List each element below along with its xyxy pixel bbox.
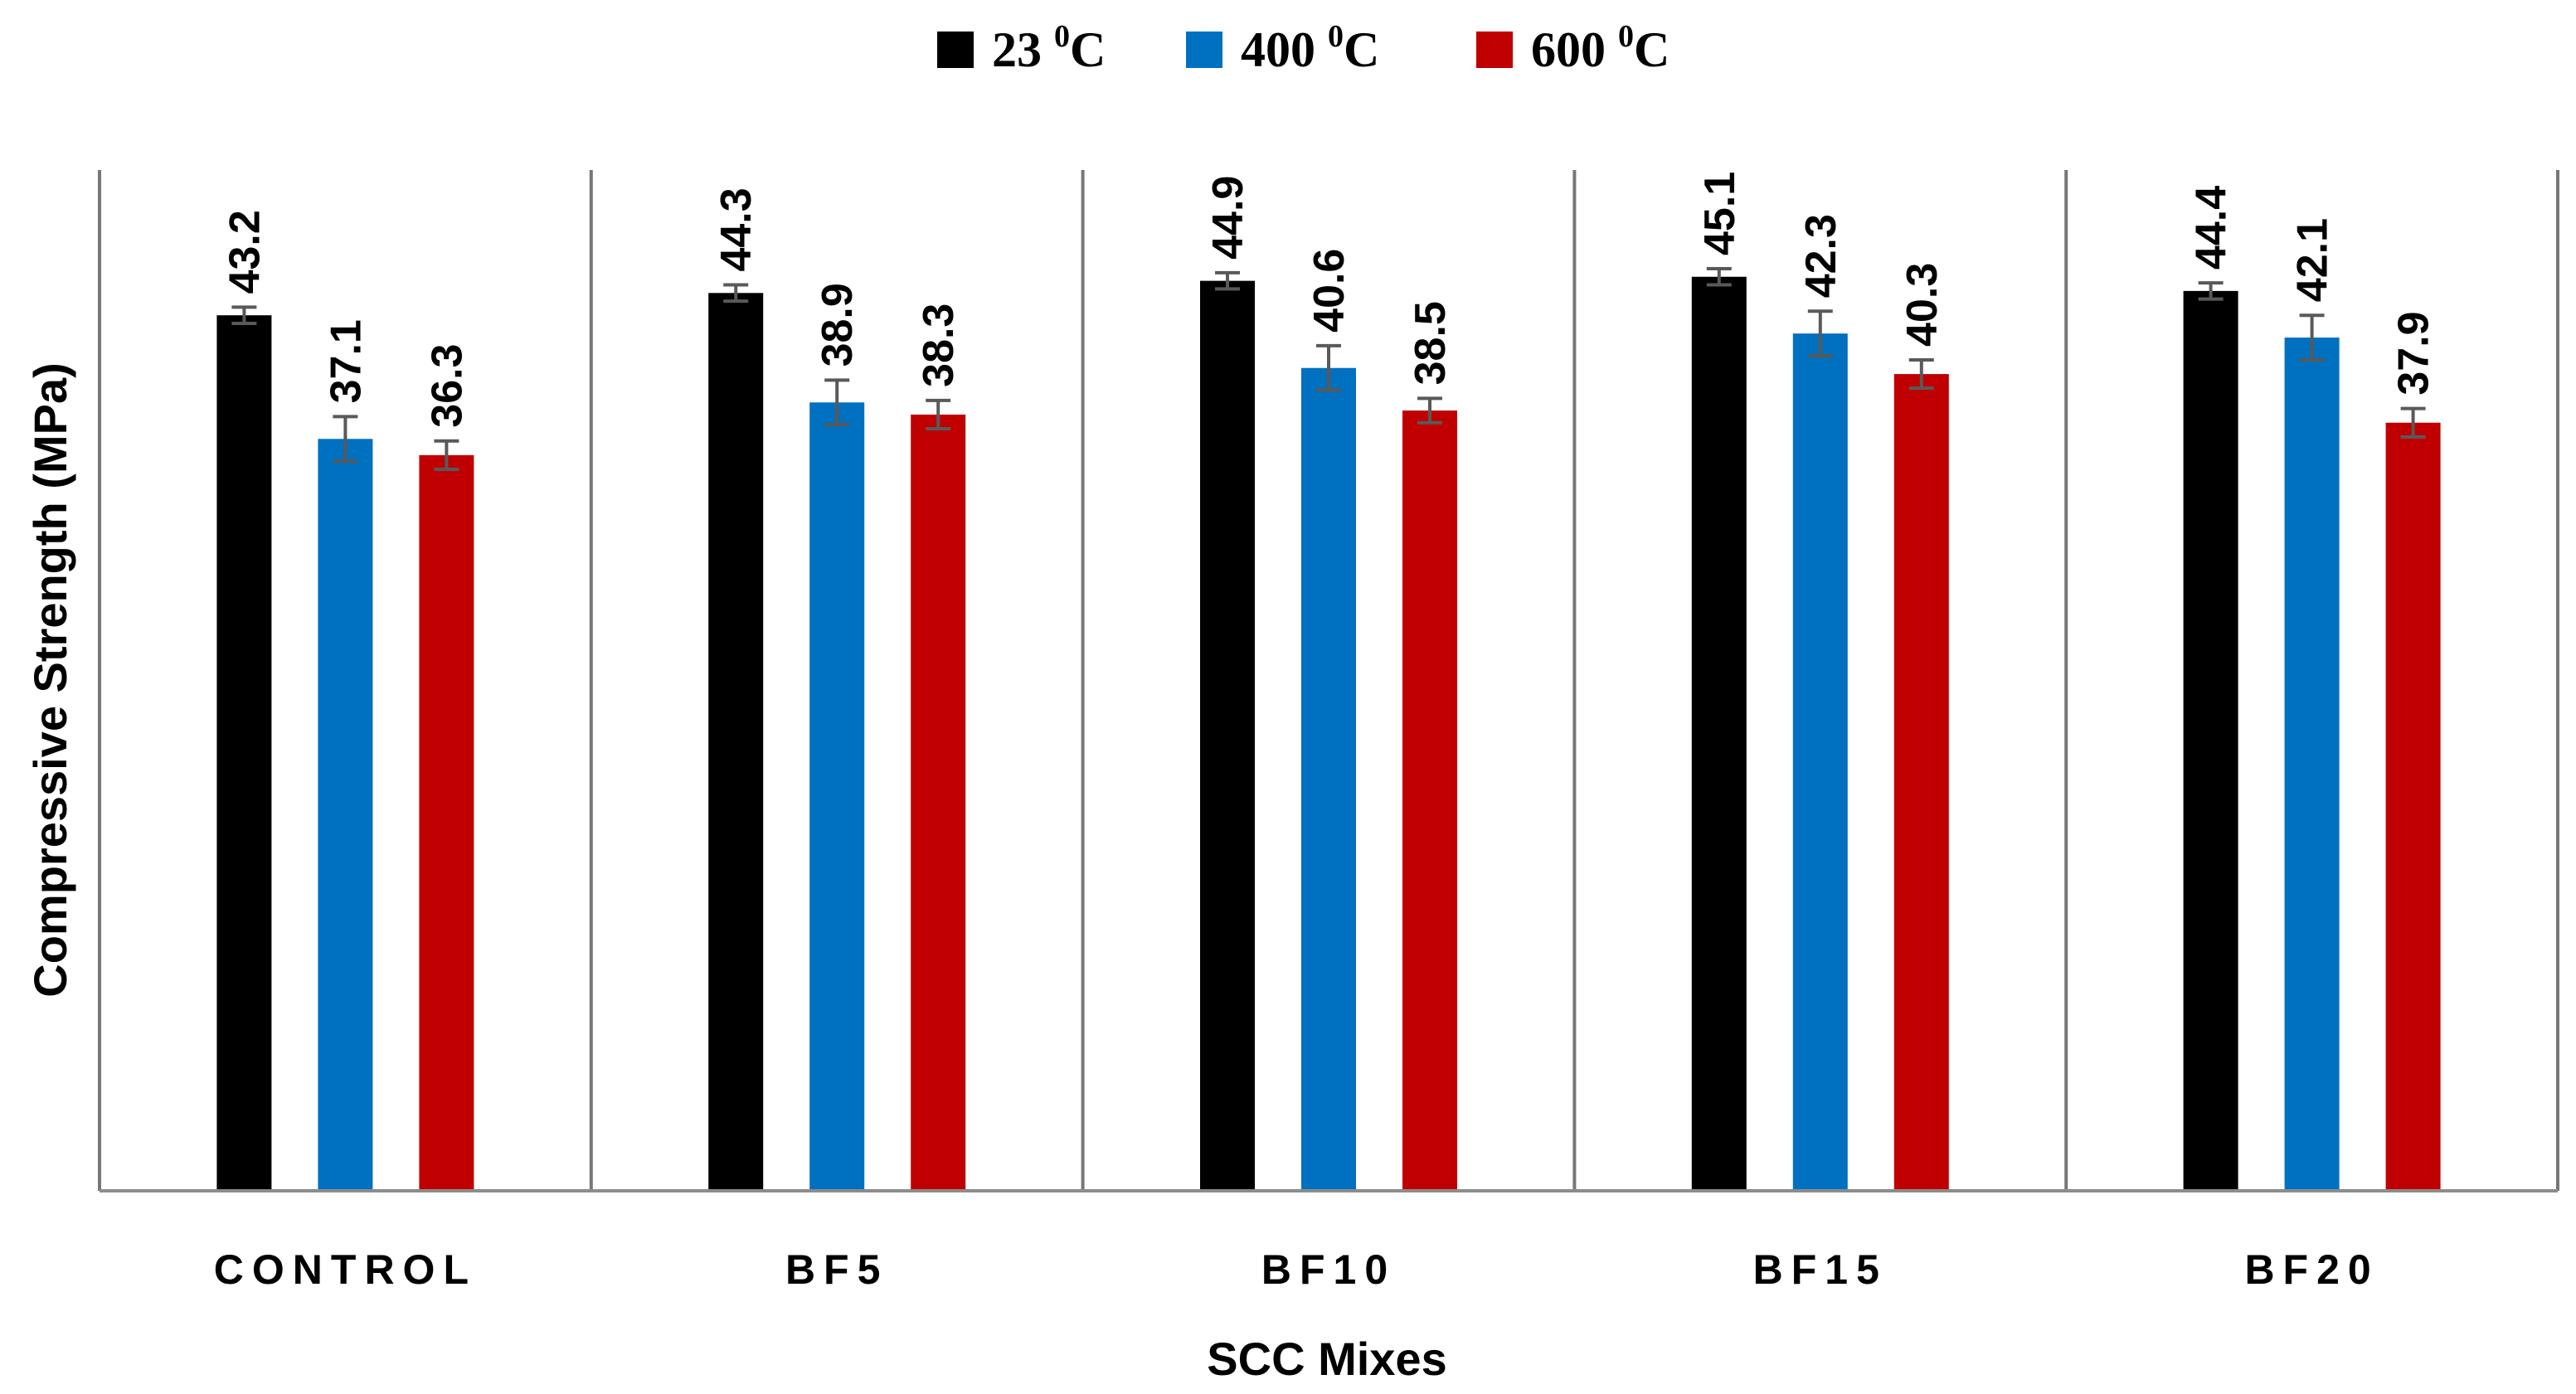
x-axis: CONTROL BF5 BF10 BF15 BF20 <box>100 1189 2558 1293</box>
bar <box>419 454 474 1191</box>
bar <box>911 414 966 1191</box>
data-label: 38.9 <box>814 283 862 367</box>
category-dividers <box>98 170 2559 1191</box>
error-bars <box>231 266 2426 471</box>
error-bar <box>1807 309 1833 358</box>
data-label: 42.1 <box>2289 218 2337 302</box>
error-bar <box>2198 281 2224 301</box>
error-bar <box>2400 406 2426 439</box>
error-bar <box>1706 266 1732 287</box>
legend-item: 400 0C <box>1186 19 1379 77</box>
data-label: 38.3 <box>915 304 963 387</box>
error-bar <box>1316 343 1341 392</box>
bar <box>1200 280 1255 1191</box>
legend-swatch <box>1476 32 1513 68</box>
legend-swatch <box>1186 32 1222 68</box>
x-tick-label: BF15 <box>1753 1246 1888 1293</box>
data-label: 38.5 <box>1407 301 1455 385</box>
data-label: 40.6 <box>1305 249 1354 333</box>
data-label: 45.1 <box>1696 172 1744 255</box>
error-bar <box>1215 270 1240 291</box>
error-bar <box>824 378 850 427</box>
x-tick-label: CONTROL <box>214 1246 477 1293</box>
legend-item: 600 0C <box>1476 19 1670 77</box>
legend-label: 400 0C <box>1241 19 1379 77</box>
bar <box>2183 290 2238 1191</box>
bars <box>216 276 2441 1192</box>
y-axis-title: Compressive Strength (MPa) <box>24 362 76 998</box>
legend-item: 23 0C <box>937 19 1106 77</box>
bar <box>708 293 764 1192</box>
data-label: 43.2 <box>221 210 269 294</box>
legend-label: 600 0C <box>1531 19 1670 77</box>
data-labels: 43.2 44.3 44.9 45.1 44.4 37.1 38.9 40.6 42.3 42.1… <box>221 172 2437 428</box>
data-label: 37.1 <box>322 319 370 403</box>
error-bar <box>926 398 951 431</box>
x-tick-label: BF10 <box>1261 1246 1396 1293</box>
bar <box>318 439 373 1191</box>
bar <box>1893 374 1949 1191</box>
x-tick-label: BF20 <box>2244 1246 2379 1293</box>
legend: 23 0C 400 0C 600 0C <box>937 19 1670 77</box>
x-tick-label: BF5 <box>785 1246 888 1293</box>
error-bar <box>723 283 749 304</box>
bar <box>2284 338 2340 1192</box>
data-label: 42.3 <box>1797 214 1845 298</box>
data-label: 44.4 <box>2188 186 2236 270</box>
bar <box>2385 422 2441 1191</box>
data-label: 44.3 <box>712 187 761 271</box>
error-bar <box>333 415 358 464</box>
x-axis-title: SCC Mixes <box>1207 1333 1446 1385</box>
data-label: 44.9 <box>1204 176 1252 260</box>
bar <box>809 402 865 1191</box>
legend-label: 23 0C <box>992 19 1106 77</box>
legend-swatch <box>937 32 974 68</box>
data-label: 40.3 <box>1898 263 1947 347</box>
bar <box>1301 367 1356 1192</box>
error-bar <box>2299 313 2325 362</box>
error-bar <box>1417 396 1442 425</box>
error-bar <box>1908 357 1934 391</box>
bar <box>216 315 272 1191</box>
bar <box>1691 276 1747 1192</box>
error-bar <box>231 305 257 325</box>
data-label: 36.3 <box>423 344 471 428</box>
data-label: 37.9 <box>2390 311 2438 395</box>
bar <box>1402 410 1457 1191</box>
error-bar <box>434 439 459 471</box>
bar <box>1792 333 1848 1191</box>
